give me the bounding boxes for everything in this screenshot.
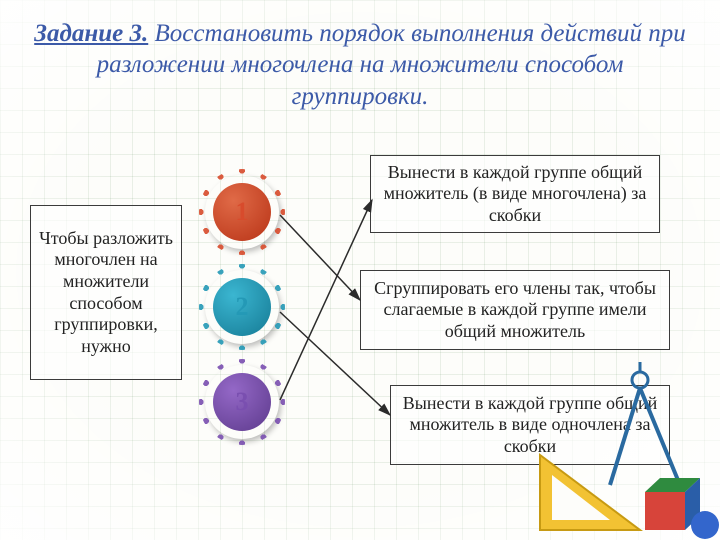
step-badge-2: 2 [205, 270, 279, 344]
step-badge-2-num: 2 [236, 292, 249, 322]
step-badge-1: 1 [205, 175, 279, 249]
intro-box: Чтобы разложить многочлен на множители с… [30, 205, 182, 380]
compass-icon [610, 362, 680, 485]
step-badge-1-num: 1 [236, 197, 249, 227]
slide-title: Задание 3. Восстановить порядок выполнен… [30, 18, 690, 112]
compass-leg-left [610, 388, 640, 485]
compass-top [632, 372, 648, 388]
ball-icon [691, 511, 719, 539]
compass-leg-right [640, 388, 680, 485]
step-badge-3-num: 3 [236, 387, 249, 417]
step-badge-2-inner: 2 [213, 278, 271, 336]
step-badge-1-inner: 1 [213, 183, 271, 241]
title-text: Восстановить порядок выполнения действий… [97, 20, 686, 110]
cube-face-front [645, 492, 685, 530]
answer-box-2-text: Сгруппировать его члены так, чтобы слага… [369, 278, 661, 343]
answer-box-1-text: Вынести в каждой группе общий множитель … [379, 162, 651, 227]
answer-box-1: Вынести в каждой группе общий множитель … [370, 155, 660, 233]
answer-box-2: Сгруппировать его члены так, чтобы слага… [360, 270, 670, 350]
intro-box-text: Чтобы разложить многочлен на множители с… [39, 228, 173, 358]
step-badge-3: 3 [205, 365, 279, 439]
slide-root: Задание 3. Восстановить порядок выполнен… [0, 0, 720, 540]
task-number-label: Задание 3. [34, 20, 148, 47]
step-badge-3-inner: 3 [213, 373, 271, 431]
math-decor-icon [520, 360, 720, 540]
